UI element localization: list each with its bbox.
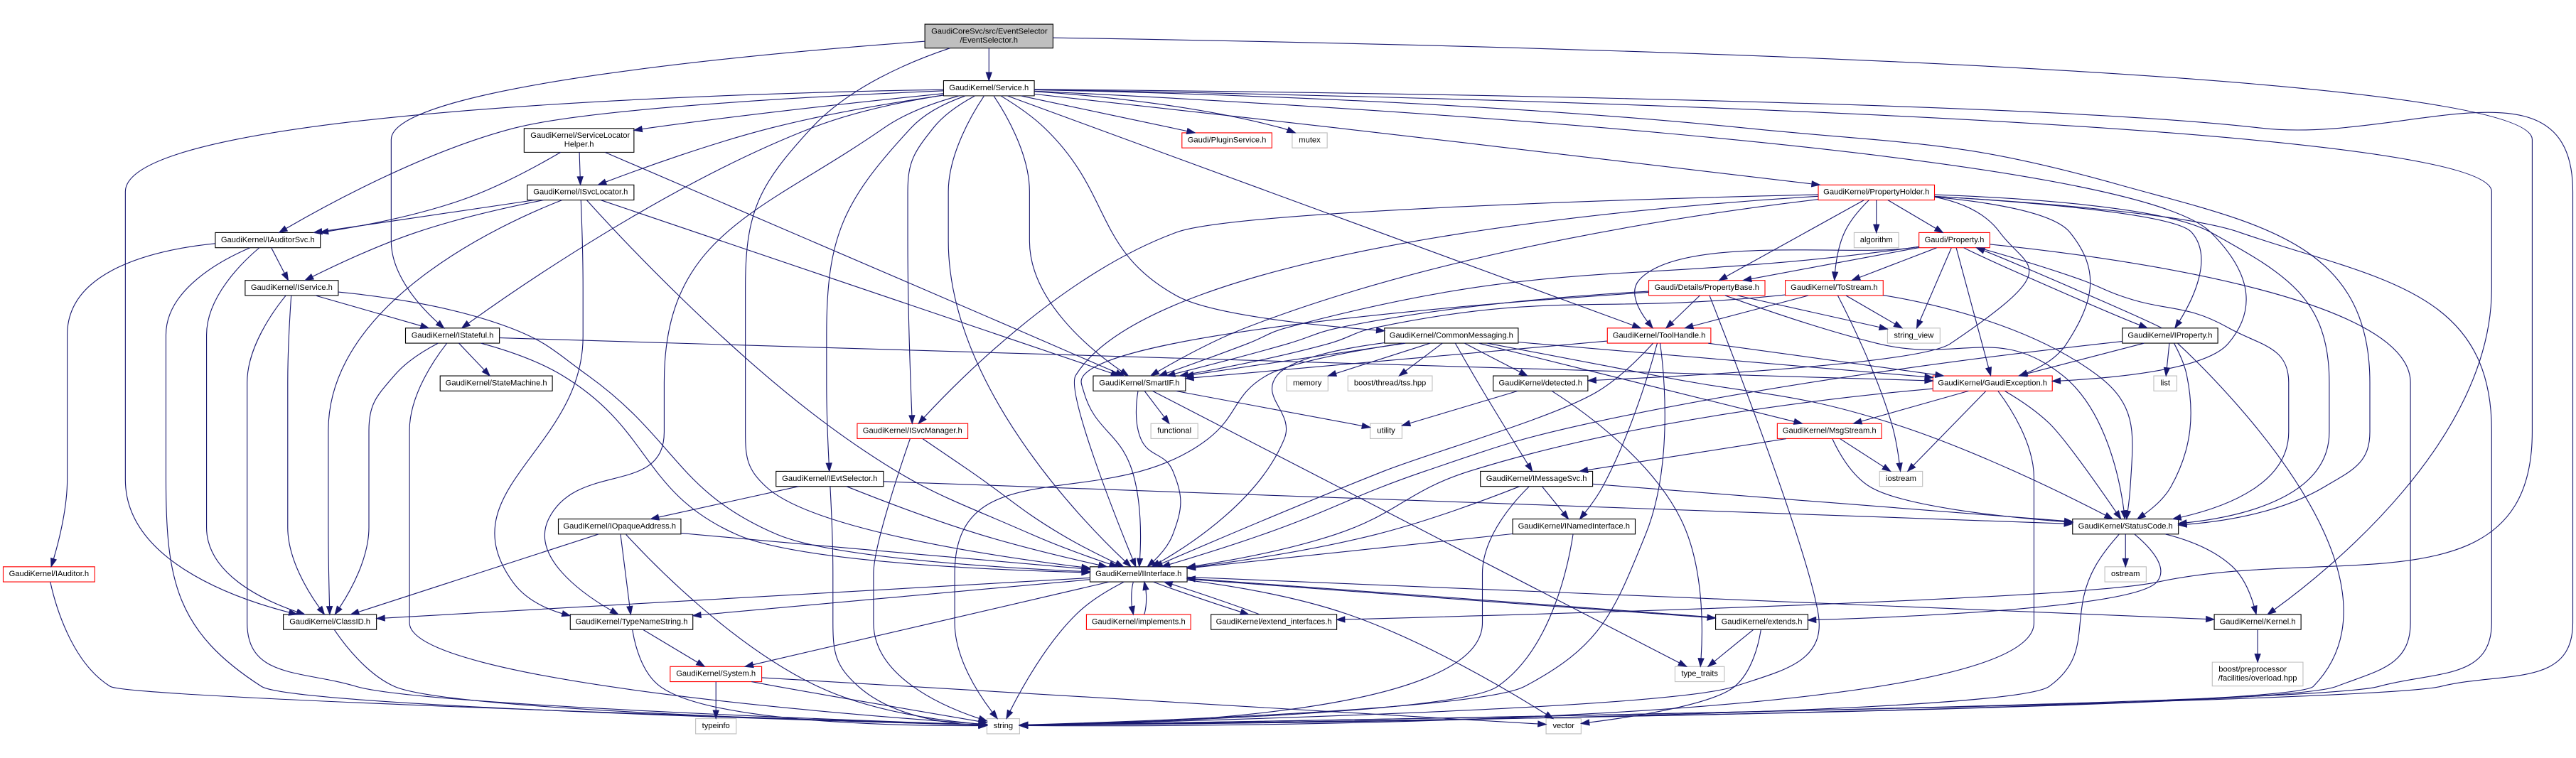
svg-text:list: list [2160, 379, 2171, 387]
svg-text:Gaudi/Details/PropertyBase.h: Gaudi/Details/PropertyBase.h [1655, 283, 1759, 292]
svg-text:GaudiKernel/Service.h: GaudiKernel/Service.h [949, 84, 1029, 92]
svg-text:GaudiKernel/StateMachine.h: GaudiKernel/StateMachine.h [446, 379, 547, 387]
svg-text:GaudiKernel/extend_interfaces.: GaudiKernel/extend_interfaces.h [1216, 617, 1332, 626]
svg-text:GaudiKernel/ToStream.h: GaudiKernel/ToStream.h [1791, 283, 1878, 292]
svg-text:GaudiKernel/IService.h: GaudiKernel/IService.h [251, 283, 333, 292]
svg-text:GaudiKernel/MsgStream.h: GaudiKernel/MsgStream.h [1783, 427, 1877, 435]
svg-text:memory: memory [1293, 379, 1322, 387]
svg-text:GaudiKernel/detected.h: GaudiKernel/detected.h [1498, 379, 1582, 387]
svg-text:GaudiKernel/ISvcLocator.h: GaudiKernel/ISvcLocator.h [533, 188, 628, 197]
svg-text:functional: functional [1157, 427, 1191, 435]
svg-text:iostream: iostream [1886, 475, 1916, 483]
svg-text:GaudiKernel/PropertyHolder.h: GaudiKernel/PropertyHolder.h [1823, 188, 1929, 197]
svg-text:GaudiKernel/ToolHandle.h: GaudiKernel/ToolHandle.h [1613, 331, 1706, 340]
svg-text:GaudiKernel/IOpaqueAddress.h: GaudiKernel/IOpaqueAddress.h [563, 522, 676, 531]
svg-text:GaudiKernel/Kernel.h: GaudiKernel/Kernel.h [2220, 617, 2296, 626]
svg-text:GaudiKernel/StatusCode.h: GaudiKernel/StatusCode.h [2078, 522, 2173, 531]
svg-text:string: string [994, 722, 1013, 730]
svg-text:GaudiKernel/IInterface.h: GaudiKernel/IInterface.h [1095, 570, 1181, 578]
svg-text:GaudiKernel/IProperty.h: GaudiKernel/IProperty.h [2127, 331, 2212, 340]
svg-text:utility: utility [1377, 427, 1395, 435]
svg-text:GaudiKernel/GaudiException.h: GaudiKernel/GaudiException.h [1938, 379, 2047, 387]
svg-text:GaudiKernel/extends.h: GaudiKernel/extends.h [1722, 617, 1803, 626]
svg-text:GaudiKernel/IMessageSvc.h: GaudiKernel/IMessageSvc.h [1486, 475, 1587, 483]
svg-text:GaudiKernel/IAuditor.h: GaudiKernel/IAuditor.h [9, 570, 90, 578]
svg-text:boost/thread/tss.hpp: boost/thread/tss.hpp [1354, 379, 1426, 387]
svg-text:GaudiCoreSvc/src/EventSelector: GaudiCoreSvc/src/EventSelector [931, 28, 1048, 36]
svg-text:type_traits: type_traits [1681, 670, 1718, 678]
svg-text:Gaudi/PluginService.h: Gaudi/PluginService.h [1188, 136, 1267, 144]
svg-text:mutex: mutex [1299, 136, 1321, 144]
svg-text:GaudiKernel/CommonMessaging.h: GaudiKernel/CommonMessaging.h [1390, 331, 1513, 340]
svg-text:/facilities/overload.hpp: /facilities/overload.hpp [2218, 674, 2297, 683]
svg-text:Gaudi/Property.h: Gaudi/Property.h [1925, 236, 1985, 244]
svg-text:GaudiKernel/IStateful.h: GaudiKernel/IStateful.h [412, 331, 494, 340]
svg-text:GaudiKernel/IEvtSelector.h: GaudiKernel/IEvtSelector.h [782, 475, 877, 483]
svg-text:GaudiKernel/System.h: GaudiKernel/System.h [676, 670, 756, 678]
svg-text:GaudiKernel/SmartIF.h: GaudiKernel/SmartIF.h [1099, 379, 1179, 387]
svg-text:ostream: ostream [2111, 570, 2140, 578]
svg-text:GaudiKernel/ServiceLocator: GaudiKernel/ServiceLocator [530, 131, 630, 140]
svg-text:algorithm: algorithm [1860, 236, 1893, 244]
svg-text:GaudiKernel/INamedInterface.h: GaudiKernel/INamedInterface.h [1518, 522, 1630, 531]
svg-text:boost/preprocessor: boost/preprocessor [2218, 666, 2287, 674]
svg-text:GaudiKernel/TypeNameString.h: GaudiKernel/TypeNameString.h [576, 617, 688, 626]
svg-text:Helper.h: Helper.h [564, 141, 594, 149]
svg-text:GaudiKernel/implements.h: GaudiKernel/implements.h [1092, 617, 1186, 626]
svg-text:typeinfo: typeinfo [702, 722, 730, 730]
svg-text:GaudiKernel/ClassID.h: GaudiKernel/ClassID.h [289, 617, 370, 626]
svg-text:/EventSelector.h: /EventSelector.h [960, 36, 1018, 45]
svg-text:vector: vector [1552, 722, 1574, 730]
svg-text:GaudiKernel/ISvcManager.h: GaudiKernel/ISvcManager.h [863, 427, 962, 435]
svg-text:string_view: string_view [1894, 331, 1934, 340]
svg-text:GaudiKernel/IAuditorSvc.h: GaudiKernel/IAuditorSvc.h [221, 236, 315, 244]
